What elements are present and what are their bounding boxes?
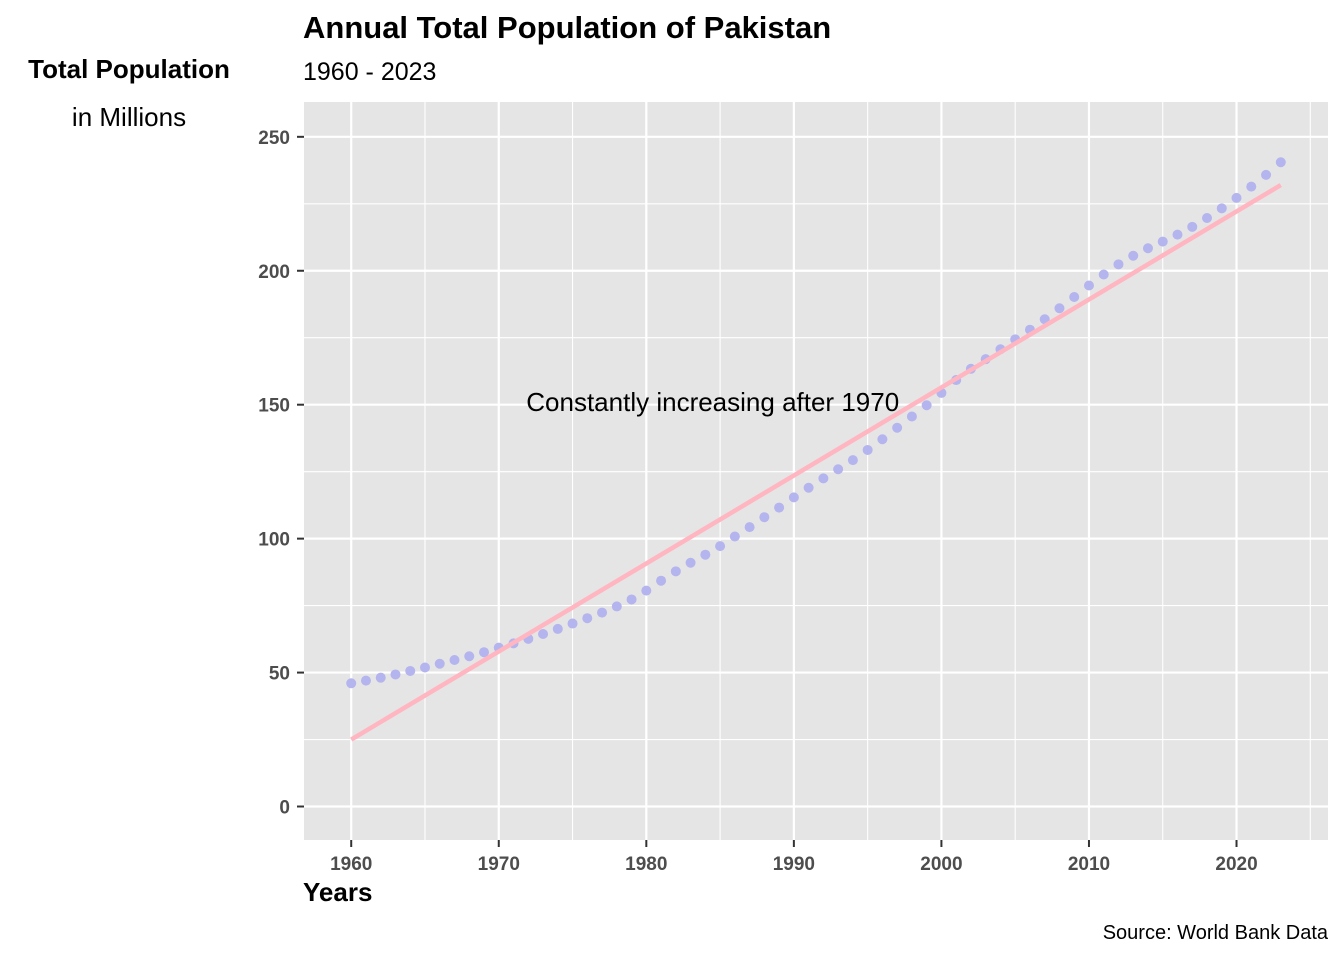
data-point: [847, 455, 858, 466]
data-point: [1069, 292, 1080, 303]
trend-line: [350, 183, 1282, 742]
data-point: [803, 482, 814, 493]
data-point: [1261, 169, 1272, 180]
data-point: [597, 607, 608, 618]
y-tick-label: 250: [258, 128, 290, 149]
data-point: [419, 662, 430, 673]
y-tick-label: 150: [258, 396, 290, 417]
data-point: [774, 502, 785, 513]
data-point: [626, 594, 637, 605]
source-caption: Source: World Bank Data: [1102, 922, 1328, 944]
data-point: [641, 585, 652, 596]
data-point: [685, 557, 696, 568]
x-tick-label: 2020: [1215, 854, 1257, 875]
data-point: [479, 647, 490, 658]
data-point: [656, 575, 667, 586]
data-points: [346, 157, 1286, 689]
data-point: [1083, 280, 1094, 291]
y-tick-label: 0: [279, 798, 290, 819]
data-point: [729, 531, 740, 542]
data-point: [1128, 250, 1139, 261]
data-point: [1054, 303, 1065, 314]
data-point: [1142, 243, 1153, 254]
data-point: [1172, 229, 1183, 240]
data-point: [1216, 203, 1227, 214]
data-point: [1231, 192, 1242, 203]
data-point: [582, 613, 593, 624]
data-point: [464, 651, 475, 662]
x-axis-label: Years: [303, 877, 373, 907]
data-point: [390, 669, 401, 680]
data-point: [759, 512, 770, 523]
major-gridlines: [304, 102, 1328, 840]
data-point: [1246, 181, 1257, 192]
y-tick-label: 200: [258, 262, 290, 283]
data-point: [611, 601, 622, 612]
x-tick-label: 1960: [330, 854, 372, 875]
x-tick-label: 1970: [478, 854, 520, 875]
x-tick-label: 2000: [920, 854, 962, 875]
data-point: [449, 654, 460, 665]
y-axis-label-unit: in Millions: [71, 102, 187, 132]
minor-gridlines: [304, 102, 1328, 840]
x-tick-label: 1980: [625, 854, 667, 875]
data-point: [1187, 221, 1198, 232]
data-point: [670, 566, 681, 577]
data-point: [744, 522, 755, 533]
data-point: [538, 629, 549, 640]
tick-labels: 1960 1970 1980 1990 2000 2010 2020 0 50 100 150 200…: [258, 128, 1257, 875]
data-point: [1113, 259, 1124, 270]
x-tick-label: 1990: [773, 854, 815, 875]
chart-annotation: Constantly increasing after 1970: [526, 387, 899, 417]
data-point: [552, 623, 563, 634]
y-tick-label: 50: [269, 664, 290, 685]
data-point: [1275, 157, 1286, 168]
data-point: [877, 434, 888, 445]
chart-subtitle: 1960 - 2023: [303, 58, 437, 86]
data-point: [715, 541, 726, 552]
data-point: [375, 672, 386, 683]
data-point: [862, 444, 873, 455]
data-point: [434, 658, 445, 669]
x-tick-label: 2010: [1068, 854, 1110, 875]
data-point: [892, 422, 903, 433]
data-point: [360, 675, 371, 686]
data-point: [921, 400, 932, 411]
data-point: [1202, 212, 1213, 223]
data-point: [700, 549, 711, 560]
chart-title: Annual Total Population of Pakistan: [303, 10, 832, 45]
data-point: [405, 665, 416, 676]
y-tick-label: 100: [258, 530, 290, 551]
data-point: [1157, 236, 1168, 247]
data-point: [906, 411, 917, 422]
data-point: [833, 464, 844, 475]
data-point: [1098, 269, 1109, 280]
data-point: [567, 618, 578, 629]
axis-ticks: [297, 135, 1238, 847]
y-axis-label-main: Total Population: [28, 54, 230, 84]
data-point: [788, 492, 799, 503]
data-point: [818, 473, 829, 484]
data-point: [346, 678, 357, 689]
plot-panel: [304, 102, 1328, 840]
data-point: [1039, 314, 1050, 325]
